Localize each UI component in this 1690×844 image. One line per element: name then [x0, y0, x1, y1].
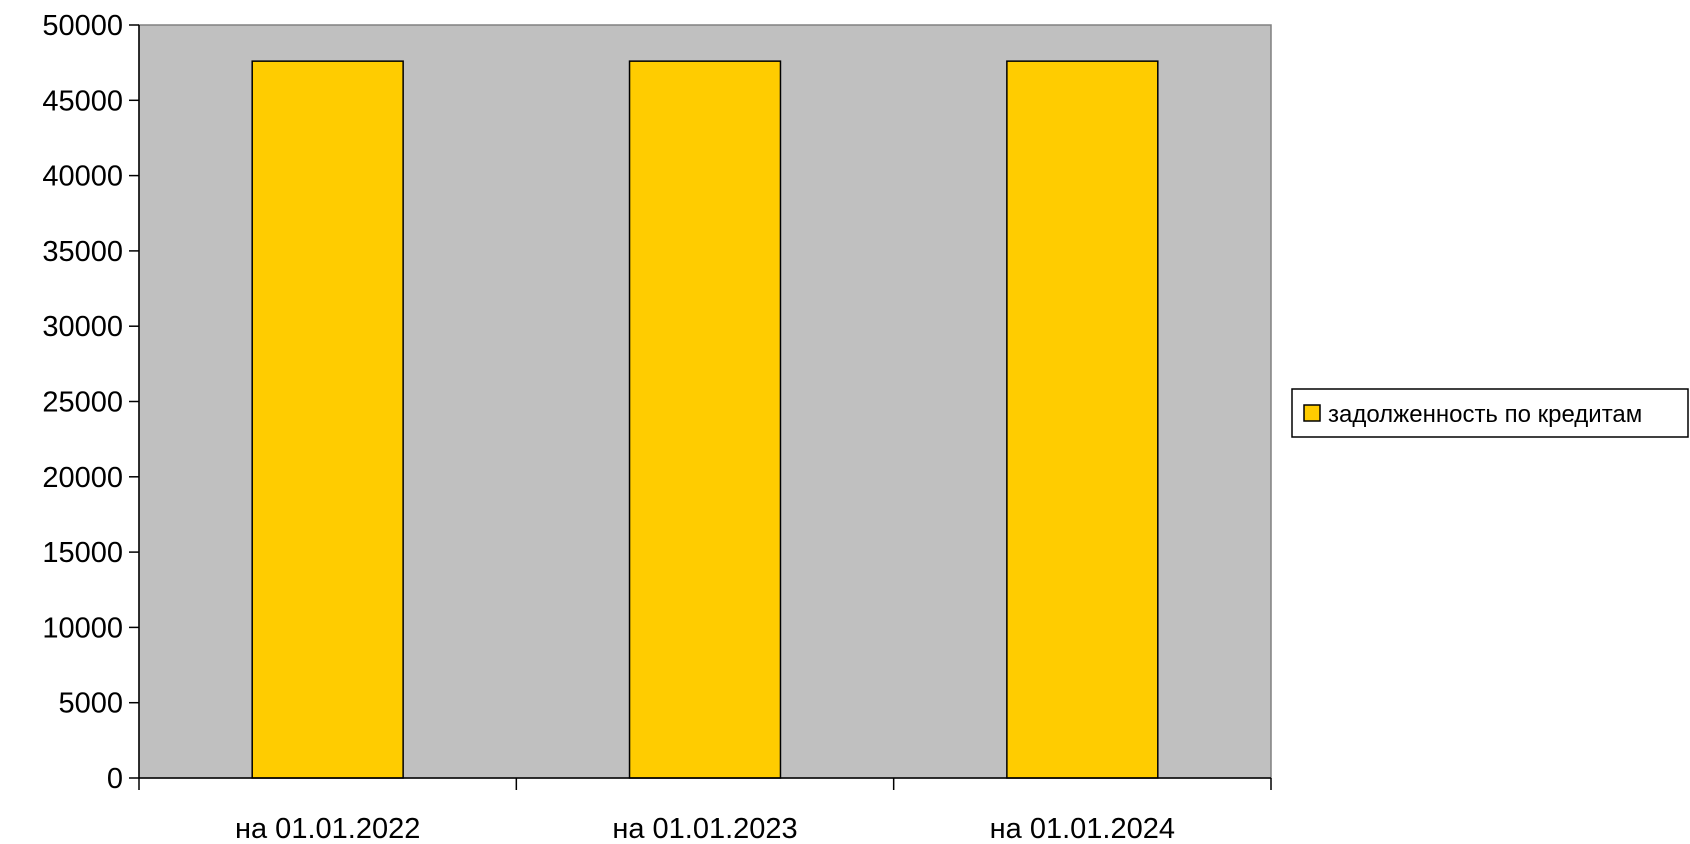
bar — [251, 60, 404, 779]
y-tick-label: 20000 — [42, 462, 123, 494]
legend-swatch — [1303, 404, 1321, 422]
y-axis: 0 5000 10000 15000 20000 25000 30000 35000 40000… — [42, 10, 140, 795]
y-tick-label: 10000 — [42, 612, 123, 644]
y-tick-label: 30000 — [42, 311, 123, 343]
y-tick-label: 35000 — [42, 236, 123, 268]
y-tick-label: 45000 — [42, 85, 123, 117]
x-tick-label: на 01.01.2023 — [612, 813, 797, 844]
bar — [1006, 60, 1159, 779]
x-tick-label: на 01.01.2024 — [990, 813, 1175, 844]
y-tick-label: 15000 — [42, 537, 123, 569]
y-tick-label: 5000 — [58, 688, 123, 720]
y-tick-label: 50000 — [42, 10, 123, 42]
bars-layer — [251, 60, 1159, 779]
y-tick-label: 25000 — [42, 387, 123, 419]
y-tick-label: 40000 — [42, 161, 123, 193]
legend-label: задолженность по кредитам — [1328, 401, 1642, 428]
bar — [628, 60, 782, 779]
y-tick-label: 0 — [107, 763, 123, 795]
x-tick-label: на 01.01.2022 — [235, 813, 420, 844]
legend-box — [1291, 388, 1689, 438]
x-axis: на 01.01.2022 на 01.01.2023 на 01.01.2024 — [138, 777, 1272, 844]
legend: задолженность по кредитам — [1291, 388, 1689, 438]
